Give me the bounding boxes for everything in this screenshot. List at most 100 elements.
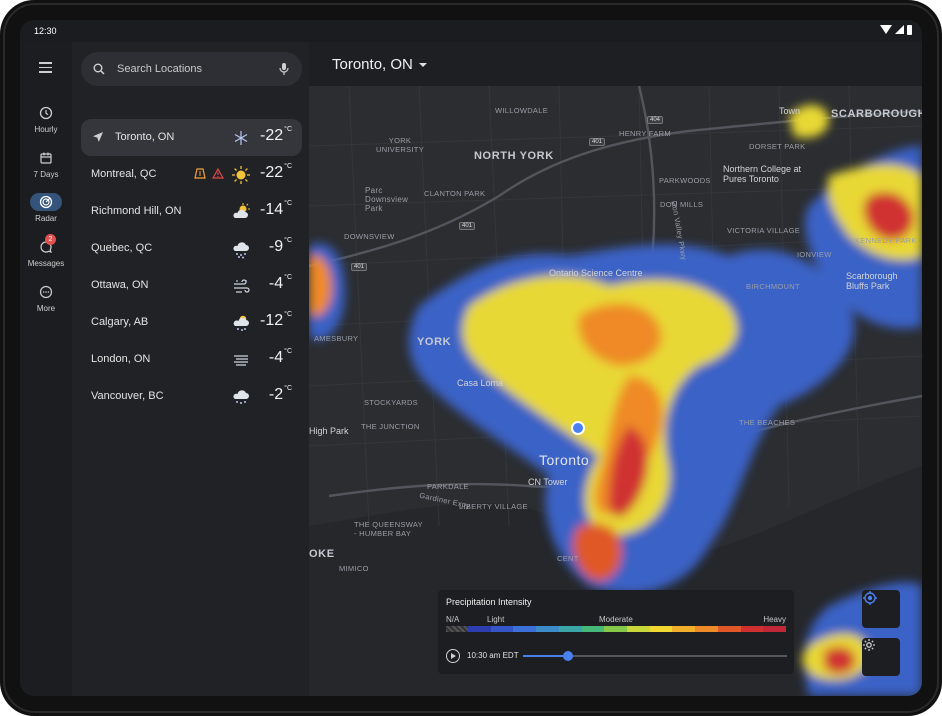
search-bar[interactable]: Search Locations (81, 52, 302, 86)
legend-swatch (604, 626, 628, 632)
radar-icon (30, 193, 62, 211)
map-label-kennedy-park: KENNEDY PARK (855, 236, 917, 245)
legend-light: Light (487, 615, 505, 624)
play-button[interactable] (446, 649, 460, 663)
gear-icon (863, 639, 875, 651)
legend-swatch (695, 626, 718, 632)
locate-button[interactable] (862, 590, 900, 628)
map-label-casa-loma: Casa Loma (457, 378, 504, 388)
snow-cloud-icon (233, 390, 249, 404)
nav-label: Hourly (34, 125, 58, 134)
map-label-don-mills: DON MILLS (660, 200, 704, 209)
map-label-york-university: YORK UNIVERSITY (375, 136, 424, 154)
location-name: Montreal, QC (91, 168, 157, 180)
search-icon (93, 63, 105, 75)
location-temp: -2°C (268, 385, 292, 403)
map-label-toronto: Toronto (539, 452, 590, 468)
clock-icon (30, 104, 62, 122)
map-label-victoria-village: VICTORIA VILLAGE (727, 226, 801, 235)
partly-cloudy-icon (233, 203, 250, 218)
message-icon: 2 (30, 234, 62, 256)
nav-item-more[interactable]: More (20, 283, 72, 313)
legend-color-scale (446, 626, 787, 632)
map-label-parc-downsview: Parc Downsview Park (365, 186, 409, 213)
map-label-cent: CENT (557, 554, 579, 563)
location-item-quebec[interactable]: Quebec, QC -9°C (81, 230, 302, 267)
slider-thumb[interactable] (562, 651, 573, 661)
location-temp: -12°C (260, 311, 292, 329)
location-temp: -9°C (268, 237, 292, 255)
location-item-montreal[interactable]: Montreal, QC -22°C (81, 156, 302, 193)
legend-heavy: Heavy (763, 615, 786, 624)
map-label-parkwoods: PARKWOODS (659, 176, 711, 185)
current-location-marker[interactable] (571, 421, 585, 435)
legend-swatch (627, 626, 650, 632)
map-label-scarborough-bluffs: Scarborough Bluffs Park (846, 271, 898, 291)
location-item-richmond-hill[interactable]: Richmond Hill, ON -14°C (81, 193, 302, 230)
map-label-town: Town (779, 106, 801, 116)
location-item-london[interactable]: London, ON -4°C (81, 341, 302, 378)
map-label-ionview: IONVIEW (797, 250, 832, 259)
snow-cloud-icon (233, 242, 249, 259)
status-icons (880, 25, 912, 35)
legend-swatch (536, 626, 559, 632)
map-label-york: YORK (417, 336, 452, 348)
location-item-ottawa[interactable]: Ottawa, ON -4°C (81, 267, 302, 304)
map-label-centennial-college: Northern College at Pures Toronto (723, 164, 802, 184)
menu-icon[interactable] (39, 62, 52, 73)
road-warning-icon (194, 168, 206, 179)
calendar-icon (30, 149, 62, 167)
nav-item-hourly[interactable]: Hourly (20, 104, 72, 134)
location-item-toronto[interactable]: Toronto, ON -22°C (81, 119, 302, 156)
map-label-queensway: THE QUEENSWAY - HUMBER BAY (354, 520, 423, 538)
playback-slider[interactable] (523, 651, 787, 661)
snowflake-icon (234, 131, 248, 145)
map-header: Toronto, ON (309, 42, 922, 86)
map-label-cn-tower: CN Tower (528, 477, 568, 487)
legend-swatch (717, 626, 741, 632)
nav-item-7-days[interactable]: 7 Days (20, 149, 72, 179)
location-name: Vancouver, BC (91, 390, 164, 402)
location-item-calgary[interactable]: Calgary, AB -12°C (81, 304, 302, 341)
highway-404-shield: 404 (647, 116, 664, 124)
location-name: Calgary, AB (91, 316, 149, 328)
current-location-arrow-icon (93, 132, 103, 142)
more-icon (30, 283, 62, 301)
map-label-liberty-village: LIBERTY VILLAGE (459, 502, 528, 511)
signal-icon (895, 25, 904, 34)
map-label-downsview: DOWNSVIEW (344, 232, 395, 241)
map-settings-button[interactable] (862, 638, 900, 676)
my-location-icon (863, 591, 877, 605)
legend-swatch (740, 626, 764, 632)
map-label-north-york: NORTH YORK (474, 150, 554, 162)
location-item-vancouver[interactable]: Vancouver, BC -2°C (81, 378, 302, 415)
location-temp: -4°C (268, 348, 292, 366)
map-label-oke: OKE (309, 548, 335, 560)
navigation-rail: Hourly 7 Days Radar 2 Messages M (20, 42, 72, 696)
legend-moderate: Moderate (599, 615, 633, 624)
legend-na: N/A (446, 615, 460, 624)
map-label-the-beaches: THE BEACHES (739, 418, 796, 427)
legend-swatch (468, 626, 491, 632)
dropdown-caret-icon[interactable] (419, 63, 427, 67)
location-selector[interactable]: Toronto, ON (332, 56, 413, 73)
nav-label: More (36, 304, 56, 313)
nav-item-messages[interactable]: 2 Messages (20, 234, 72, 268)
nav-label: Radar (35, 214, 57, 223)
highway-401-shield-far-west: 401 (351, 263, 368, 271)
slider-fill (523, 655, 568, 657)
search-input[interactable]: Search Locations (117, 63, 202, 75)
radar-map[interactable]: NORTH YORK Toronto SCARBOROUGH YORK WILL… (309, 86, 922, 696)
microphone-icon[interactable] (279, 62, 289, 76)
blowing-snow-icon (234, 279, 250, 293)
map-label-clanton-park: CLANTON PARK (424, 189, 486, 198)
legend-swatch (581, 626, 605, 632)
map-label-stockyards: STOCKYARDS (364, 398, 418, 407)
location-temp: -4°C (268, 274, 292, 292)
nav-label: Messages (27, 259, 65, 268)
alert-icons (194, 168, 224, 179)
map-label-birchmount: BIRCHMOUNT (746, 282, 800, 291)
nav-item-radar[interactable]: Radar (20, 193, 72, 223)
map-label-ontario-science-centre: Ontario Science Centre (549, 268, 643, 278)
